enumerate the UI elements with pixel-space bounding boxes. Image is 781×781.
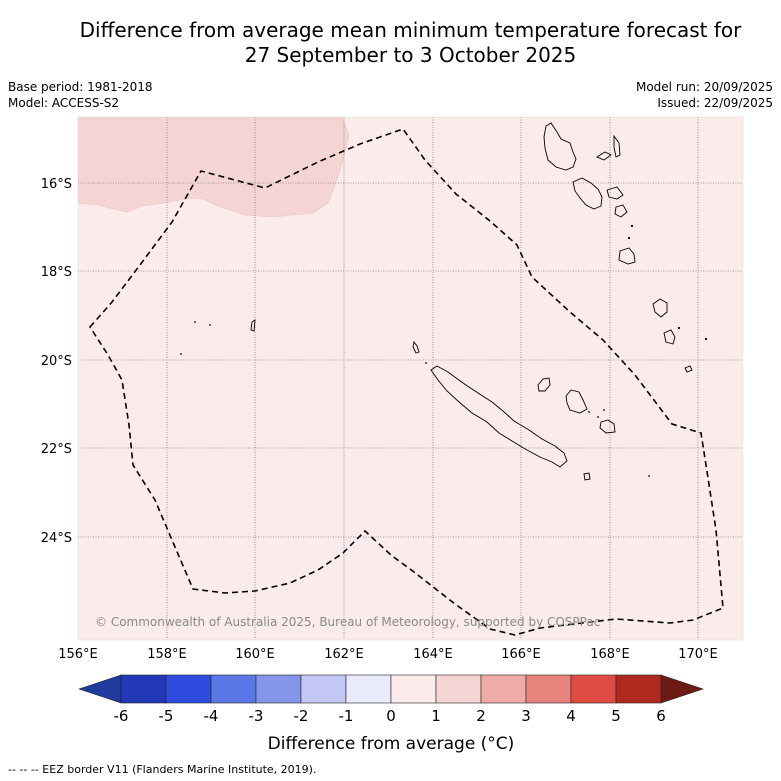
colorbar-segment xyxy=(210,674,257,704)
colorbar-segment xyxy=(300,674,347,704)
malekula xyxy=(572,177,603,210)
colorbar: -6 -5 -4 -3 -2 -1 0 1 2 3 4 5 6 Differen… xyxy=(78,674,704,754)
matthew-island xyxy=(684,365,693,373)
efate-island xyxy=(618,247,636,265)
colorbar-extend-low xyxy=(78,674,122,704)
eez-border xyxy=(89,128,724,636)
colorbar-tick: 6 xyxy=(656,707,666,725)
meta-left: Base period: 1981-2018 Model: ACCESS-S2 xyxy=(8,79,153,111)
model-name: Model: ACCESS-S2 xyxy=(8,96,120,110)
lon-label: 164°E xyxy=(413,647,453,662)
colorbar-tick: -3 xyxy=(249,707,264,725)
lat-label: 16°S xyxy=(41,177,72,192)
map-background xyxy=(78,117,743,640)
colorbar-label: Difference from average (°C) xyxy=(268,734,515,754)
lat-labels: 16°S 18°S 20°S 22°S 24°S xyxy=(41,177,72,546)
isle-of-pines xyxy=(583,472,591,481)
lon-label: 170°E xyxy=(678,647,718,662)
chart-title: Difference from average mean minimum tem… xyxy=(0,18,781,68)
colorbar-extend-high xyxy=(660,674,704,704)
colorbar-tick: 3 xyxy=(521,707,531,725)
title-line-2: 27 September to 3 October 2025 xyxy=(244,43,577,67)
espiritu-santo xyxy=(543,122,577,171)
eez-footnote: -- -- -- EEZ border V11 (Flanders Marine… xyxy=(8,763,317,776)
colorbar-segment xyxy=(165,674,212,704)
loyalty-islands-3 xyxy=(599,419,616,434)
colorbar-segment xyxy=(120,674,167,704)
lat-label: 18°S xyxy=(41,265,72,280)
lon-label: 162°E xyxy=(324,647,364,662)
colorbar-tick: -2 xyxy=(294,707,309,725)
copyright-notice: © Commonwealth of Australia 2025, Bureau… xyxy=(95,615,600,629)
colorbar-tick: -1 xyxy=(339,707,354,725)
erromango-island xyxy=(652,298,668,318)
colorbar-tick: 0 xyxy=(386,707,396,725)
base-period: Base period: 1981-2018 xyxy=(8,80,153,94)
small-islets xyxy=(180,224,708,477)
lon-label: 166°E xyxy=(501,647,541,662)
meta-right: Model run: 20/09/2025 Issued: 22/09/2025 xyxy=(636,79,773,111)
colorbar-tick: 2 xyxy=(476,707,486,725)
belep-islands xyxy=(412,340,420,354)
lon-label: 158°E xyxy=(147,647,187,662)
anomaly-region-1-2C xyxy=(78,117,350,218)
colorbar-tick: 4 xyxy=(566,707,576,725)
colorbar-tick: 5 xyxy=(611,707,621,725)
colorbar-segment xyxy=(345,674,392,704)
title-line-1: Difference from average mean minimum tem… xyxy=(79,18,742,42)
lon-labels: 156°E 158°E 160°E 162°E 164°E 166°E 168°… xyxy=(58,647,718,662)
lon-label: 156°E xyxy=(58,647,98,662)
new-caledonia-coast xyxy=(430,365,568,468)
colorbar-segment xyxy=(480,674,527,704)
colorbar-segment xyxy=(615,674,662,704)
model-run: Model run: 20/09/2025 xyxy=(635,80,773,94)
lat-label: 20°S xyxy=(41,354,72,369)
colorbar-tick: -4 xyxy=(204,707,219,725)
lat-label: 24°S xyxy=(41,531,72,546)
loyalty-islands-2 xyxy=(565,389,588,414)
colorbar-segment xyxy=(525,674,572,704)
colorbar-segment xyxy=(255,674,302,704)
lon-label: 160°E xyxy=(235,647,275,662)
map-frame xyxy=(77,116,744,641)
lat-label: 22°S xyxy=(41,442,72,457)
colorbar-tick: -6 xyxy=(114,707,129,725)
issued-date: Issued: 22/09/2025 xyxy=(657,96,773,110)
colorbar-segment xyxy=(570,674,617,704)
lon-label: 168°E xyxy=(590,647,630,662)
colorbar-segment xyxy=(390,674,437,704)
epi-island xyxy=(614,204,628,218)
pentecost-island xyxy=(606,186,624,200)
loyalty-islands-1 xyxy=(537,377,551,392)
tanna-island xyxy=(663,329,676,345)
colorbar-tick: 1 xyxy=(431,707,441,725)
chesterfield-islet xyxy=(250,319,256,332)
coastlines xyxy=(250,122,693,481)
colorbar-tick: -5 xyxy=(159,707,174,725)
ambae-island xyxy=(596,151,612,161)
maewo-island xyxy=(613,134,621,158)
colorbar-segment xyxy=(435,674,482,704)
